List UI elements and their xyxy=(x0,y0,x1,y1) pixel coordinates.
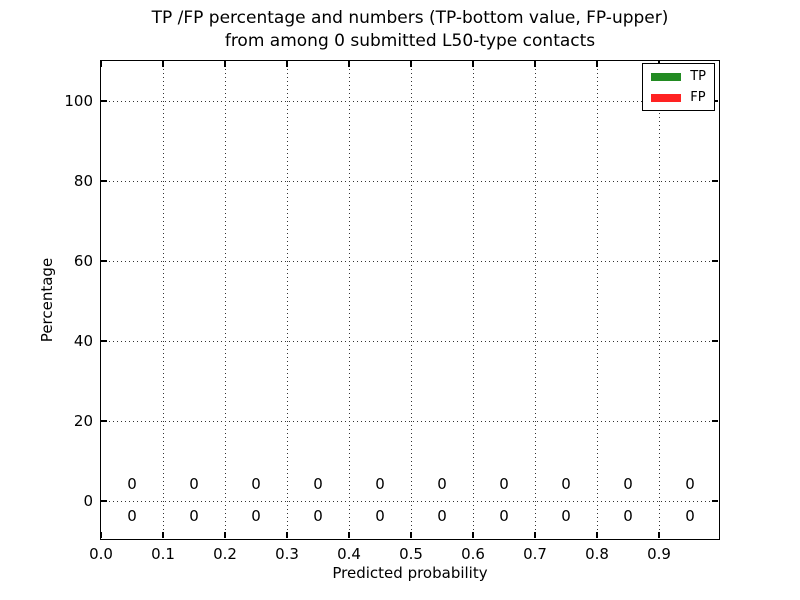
x-tick-top xyxy=(286,61,288,67)
x-axis-label: Predicted probability xyxy=(332,564,488,582)
x-tick-bottom xyxy=(224,532,226,538)
gridline-vertical xyxy=(224,61,226,539)
fp-count-label: 0 xyxy=(685,475,695,493)
gridline-horizontal xyxy=(101,180,719,182)
x-tick-bottom xyxy=(658,532,660,538)
x-tick-top xyxy=(100,61,102,67)
gridline-horizontal xyxy=(101,420,719,422)
fp-count-label: 0 xyxy=(499,475,509,493)
x-tick-bottom xyxy=(410,532,412,538)
legend-label: FP xyxy=(690,90,706,105)
chart-title-line1: TP /FP percentage and numbers (TP-bottom… xyxy=(151,8,669,28)
x-tick-bottom xyxy=(534,532,536,538)
y-tick-label: 60 xyxy=(73,252,93,270)
x-tick-label: 0.3 xyxy=(275,545,299,563)
fp-count-label: 0 xyxy=(127,475,137,493)
x-tick-top xyxy=(596,61,598,67)
gridline-vertical xyxy=(658,61,660,539)
x-tick-top xyxy=(410,61,412,67)
tp-count-label: 0 xyxy=(375,507,385,525)
chart-title: TP /FP percentage and numbers (TP-bottom… xyxy=(100,7,720,53)
gridline-vertical xyxy=(286,61,288,539)
tp-count-label: 0 xyxy=(251,507,261,525)
y-tick-right xyxy=(712,180,718,182)
fp-count-label: 0 xyxy=(375,475,385,493)
fp-count-label: 0 xyxy=(251,475,261,493)
y-tick-label: 40 xyxy=(73,332,93,350)
x-tick-bottom xyxy=(472,532,474,538)
x-tick-top xyxy=(348,61,350,67)
chart-title-line2: from among 0 submitted L50-type contacts xyxy=(224,31,596,51)
gridline-horizontal xyxy=(101,260,719,262)
y-tick-left xyxy=(101,500,107,502)
gridline-vertical xyxy=(410,61,412,539)
y-tick-right xyxy=(712,500,718,502)
gridline-vertical xyxy=(596,61,598,539)
x-tick-label: 0.2 xyxy=(213,545,237,563)
x-tick-label: 0.4 xyxy=(337,545,361,563)
x-tick-top xyxy=(224,61,226,67)
fp-count-label: 0 xyxy=(623,475,633,493)
x-tick-bottom xyxy=(348,532,350,538)
y-tick-left xyxy=(101,100,107,102)
y-tick-left xyxy=(101,420,107,422)
x-tick-bottom xyxy=(100,532,102,538)
gridline-vertical xyxy=(534,61,536,539)
x-tick-label: 0.1 xyxy=(151,545,175,563)
x-tick-bottom xyxy=(162,532,164,538)
tp-count-label: 0 xyxy=(499,507,509,525)
gridline-vertical xyxy=(162,61,164,539)
tp-count-label: 0 xyxy=(313,507,323,525)
x-tick-top xyxy=(534,61,536,67)
y-tick-left xyxy=(101,260,107,262)
gridline-vertical xyxy=(348,61,350,539)
gridline-horizontal xyxy=(101,500,719,502)
y-tick-left xyxy=(101,340,107,342)
y-tick-right xyxy=(712,340,718,342)
y-tick-label: 100 xyxy=(64,92,93,110)
legend-entry-fp: FP xyxy=(651,91,706,104)
x-tick-bottom xyxy=(596,532,598,538)
x-tick-label: 0.0 xyxy=(89,545,113,563)
legend-entry-tp: TP xyxy=(651,70,706,83)
y-tick-left xyxy=(101,180,107,182)
fp-count-label: 0 xyxy=(313,475,323,493)
legend-label: TP xyxy=(690,69,706,84)
fp-count-label: 0 xyxy=(189,475,199,493)
fp-count-label: 0 xyxy=(561,475,571,493)
tp-count-label: 0 xyxy=(685,507,695,525)
y-tick-label: 20 xyxy=(73,412,93,430)
legend: TP FP xyxy=(642,63,715,111)
x-tick-top xyxy=(162,61,164,67)
x-tick-label: 0.9 xyxy=(647,545,671,563)
tp-count-label: 0 xyxy=(189,507,199,525)
fp-count-label: 0 xyxy=(437,475,447,493)
y-tick-right xyxy=(712,420,718,422)
tp-count-label: 0 xyxy=(561,507,571,525)
y-tick-right xyxy=(712,100,718,102)
gridline-horizontal xyxy=(101,100,719,102)
x-tick-label: 0.5 xyxy=(399,545,423,563)
y-tick-right xyxy=(712,260,718,262)
plot-area: TP FP 0.0 0.1 0.2 0.3 0.4 0.5 0.6 0.7 0.8 0.9 0 20 40… xyxy=(64,60,720,563)
tp-count-label: 0 xyxy=(127,507,137,525)
fp-color-swatch xyxy=(651,93,682,102)
x-tick-label: 0.8 xyxy=(585,545,609,563)
y-axis-label: Percentage xyxy=(38,257,56,343)
y-tick-label: 80 xyxy=(73,172,93,190)
gridline-vertical xyxy=(472,61,474,539)
gridline-horizontal xyxy=(101,340,719,342)
y-tick-label: 0 xyxy=(83,492,93,510)
x-tick-bottom xyxy=(286,532,288,538)
tp-color-swatch xyxy=(651,72,682,81)
x-tick-label: 0.6 xyxy=(461,545,485,563)
x-tick-top xyxy=(472,61,474,67)
x-tick-label: 0.7 xyxy=(523,545,547,563)
tp-count-label: 0 xyxy=(437,507,447,525)
tp-count-label: 0 xyxy=(623,507,633,525)
